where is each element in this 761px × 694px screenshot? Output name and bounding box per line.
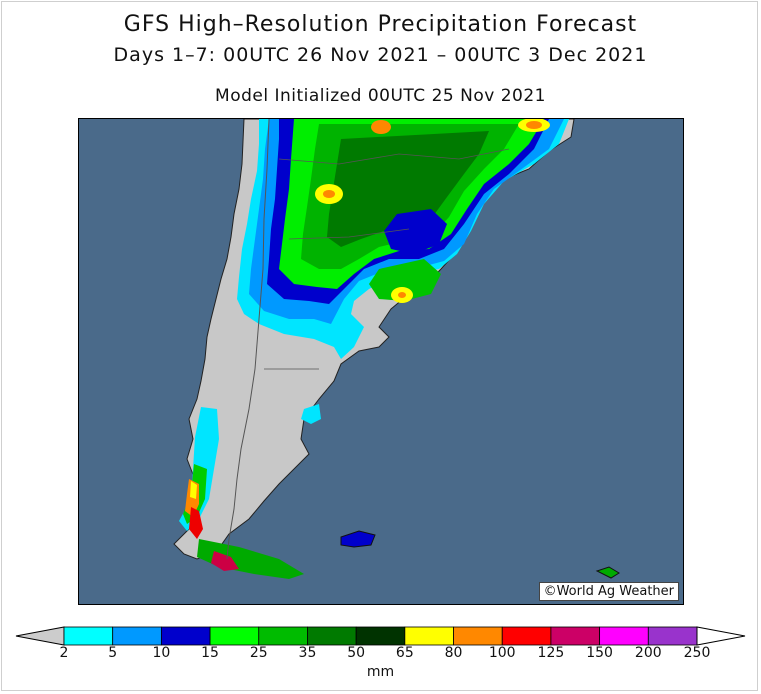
- legend-swatch: [160, 626, 211, 646]
- legend-swatch: [404, 626, 454, 646]
- precip-hotspot-1-core: [323, 190, 335, 198]
- legend-swatch: [599, 626, 649, 646]
- legend-swatch: [550, 626, 601, 646]
- precip-patagonia-yellow: [190, 481, 197, 499]
- legend-swatches: [15, 626, 746, 646]
- legend-swatch: [355, 626, 406, 646]
- legend-tick-label: 15: [201, 645, 219, 661]
- precip-tierra-fuego-red: [211, 551, 239, 571]
- legend-swatch: [307, 626, 357, 646]
- legend-tick-label: 125: [537, 645, 565, 661]
- legend-swatch: [501, 626, 552, 646]
- precip-darkgreen-zone: [327, 131, 489, 247]
- legend-tick-label: 5: [108, 645, 118, 661]
- legend-below-arrow: [15, 626, 65, 646]
- falkland-islands: [340, 530, 376, 548]
- legend-colorbar: [15, 626, 746, 646]
- legend-swatch: [453, 626, 503, 646]
- precip-hotspot-2-core: [398, 292, 406, 298]
- precip-patagonia-red: [189, 507, 203, 539]
- map-subtitle: Days 1–7: 00UTC 26 Nov 2021 – 00UTC 3 De…: [113, 44, 648, 66]
- legend-swatch: [647, 626, 698, 646]
- legend-swatch: [209, 626, 260, 646]
- map-title: GFS High–Resolution Precipitation Foreca…: [123, 12, 638, 37]
- legend-tick-label: 25: [249, 645, 268, 661]
- map-canvas: [79, 119, 683, 604]
- legend-tick-label: 150: [586, 645, 613, 661]
- inner-boundary-2: [288, 228, 410, 240]
- legend-tick-label: 80: [444, 645, 463, 661]
- legend-swatch: [258, 626, 308, 646]
- precip-blue-patch: [384, 209, 447, 254]
- legend-tick-label: 2: [59, 645, 69, 661]
- legend-above-arrow: [696, 626, 746, 646]
- legend-tick-label: 250: [683, 645, 711, 661]
- legend-tick-label: 200: [634, 645, 662, 661]
- legend-tick-label: 100: [488, 645, 516, 661]
- inner-boundary-1: [278, 148, 510, 165]
- precipitation-map: ©World Ag Weather: [78, 118, 684, 605]
- legend-tick-label: 35: [298, 645, 317, 661]
- south-georgia: [595, 566, 620, 579]
- argentina-chile-border: [226, 119, 270, 560]
- precip-green-lobe: [369, 259, 441, 301]
- valdes-precip: [301, 404, 321, 424]
- precip-hotspot-4-core: [526, 121, 542, 129]
- legend-swatch: [112, 626, 162, 646]
- legend-unit-label: mm: [366, 664, 395, 680]
- copyright-credit: ©World Ag Weather: [538, 582, 679, 601]
- legend-swatch: [63, 626, 114, 646]
- precip-tierra-fuego: [197, 539, 304, 579]
- legend-tick-label: 50: [347, 645, 366, 661]
- model-init-label: Model Initialized 00UTC 25 Nov 2021: [215, 86, 546, 106]
- legend-tick-label: 65: [395, 645, 414, 661]
- precip-hotspot-3: [371, 120, 391, 134]
- legend-tick-label: 10: [152, 645, 171, 661]
